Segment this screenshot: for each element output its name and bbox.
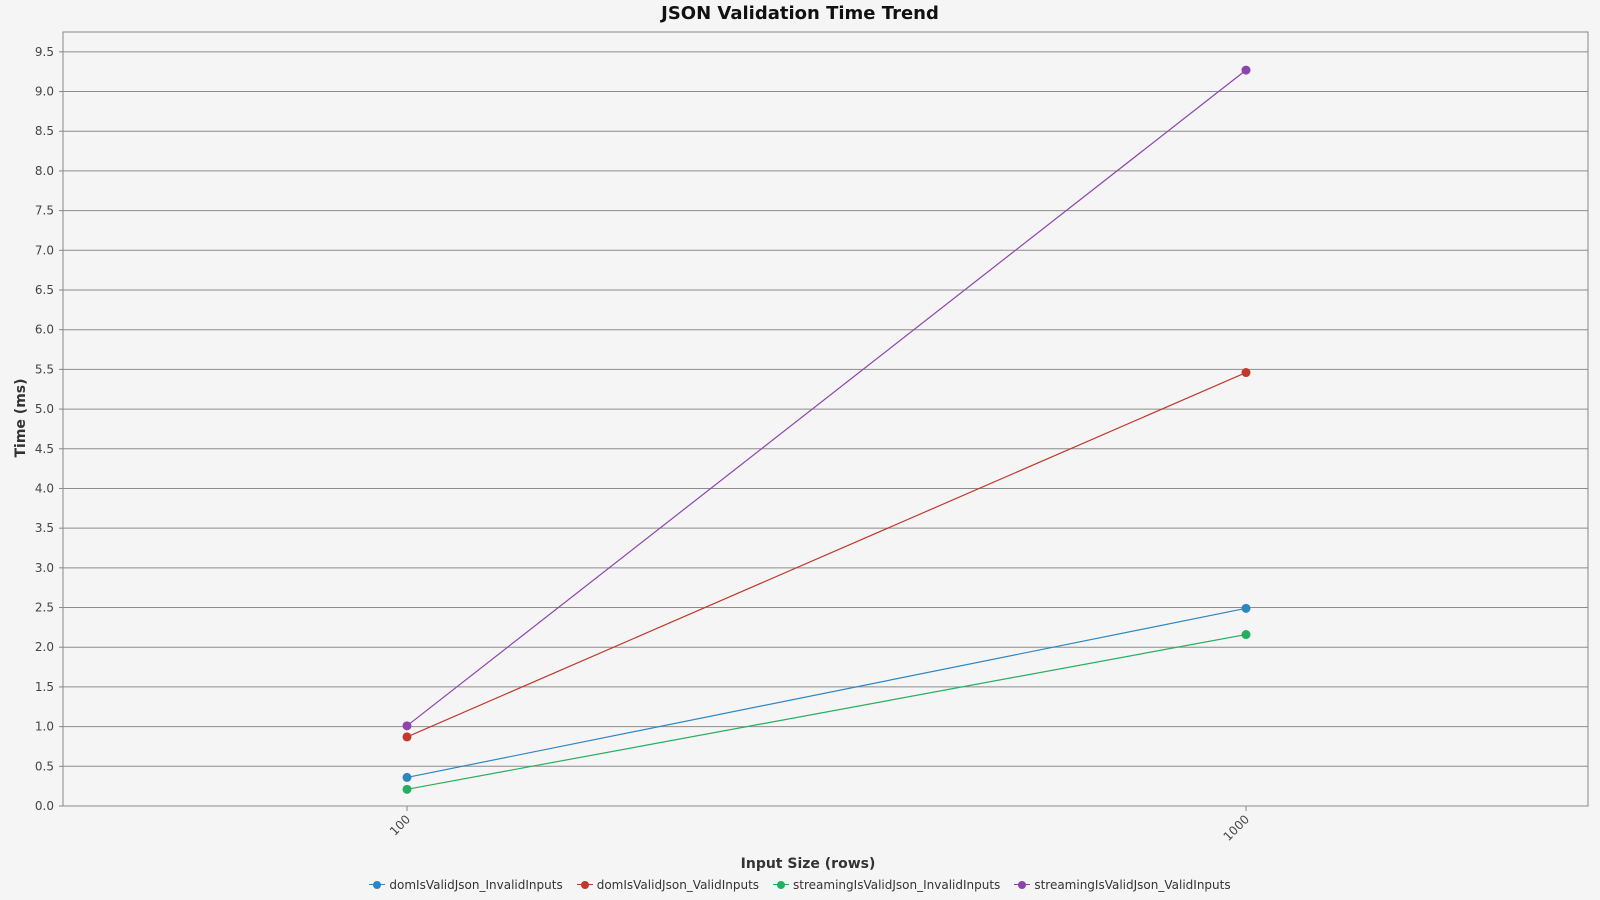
y-tick-label: 7.0 [35, 243, 54, 257]
x-axis-label: Input Size (rows) [741, 856, 876, 872]
data-point[interactable] [402, 721, 412, 731]
legend-marker-icon [773, 880, 790, 890]
legend-label: domIsValidJson_ValidInputs [596, 878, 760, 892]
data-point[interactable] [1241, 630, 1251, 640]
y-tick-label: 6.0 [35, 323, 54, 337]
legend-item[interactable]: streamingIsValidJson_InvalidInputs [773, 878, 1000, 892]
legend-item[interactable]: streamingIsValidJson_ValidInputs [1014, 878, 1231, 892]
y-tick-label: 3.0 [35, 561, 54, 575]
y-tick-label: 9.5 [35, 45, 54, 59]
legend-label: streamingIsValidJson_InvalidInputs [793, 878, 1001, 892]
y-tick-label: 4.0 [35, 481, 54, 495]
y-tick-label: 2.5 [35, 601, 54, 615]
x-axis-ticks: 100 1000 [387, 806, 1252, 844]
y-tick-label: 1.5 [35, 680, 54, 694]
data-point[interactable] [402, 784, 412, 794]
legend-item[interactable]: domIsValidJson_ValidInputs [576, 878, 760, 892]
y-tick-label: 6.5 [35, 283, 54, 297]
series-line [406, 607, 1247, 779]
series-streamingIsValidJson_InvalidInputs [402, 630, 1251, 794]
legend-marker-icon [1014, 880, 1031, 890]
plot-area [62, 31, 1589, 807]
series-streamingIsValidJson_ValidInputs [402, 65, 1251, 731]
legend: domIsValidJson_InvalidInputs domIsValidJs… [0, 878, 1600, 892]
data-point[interactable] [1241, 603, 1251, 613]
legend-label: domIsValidJson_InvalidInputs [389, 878, 563, 892]
y-tick-label: 8.0 [35, 164, 54, 178]
data-point[interactable] [402, 732, 412, 742]
legend-marker-icon [576, 880, 593, 890]
x-tick-label: 1000 [1221, 812, 1252, 843]
y-tick-label: 5.5 [35, 362, 54, 376]
series-line [406, 633, 1247, 790]
data-point[interactable] [1241, 368, 1251, 378]
legend-label: streamingIsValidJson_ValidInputs [1034, 878, 1231, 892]
legend-item[interactable]: domIsValidJson_InvalidInputs [369, 878, 563, 892]
grid-lines [63, 51, 1588, 807]
y-tick-label: 2.0 [35, 640, 54, 654]
y-tick-label: 0.0 [35, 799, 54, 813]
y-axis-ticks: 0.0 0.5 1.0 1.5 2.0 2.5 3.0 3.5 4.0 4.5 5.0 5.5 6.0 6… [35, 45, 63, 813]
data-point[interactable] [402, 772, 412, 782]
y-tick-label: 3.5 [35, 521, 54, 535]
series-line [406, 372, 1247, 738]
legend-marker-icon [369, 880, 386, 890]
y-tick-label: 8.5 [35, 124, 54, 138]
y-tick-label: 1.0 [35, 720, 54, 734]
y-axis-label: Time (ms) [13, 378, 29, 457]
y-tick-label: 0.5 [35, 759, 54, 773]
series-line [406, 69, 1247, 727]
y-tick-label: 7.5 [35, 204, 54, 218]
chart-title: JSON Validation Time Trend [659, 3, 939, 24]
data-point[interactable] [1241, 65, 1251, 75]
y-tick-label: 9.0 [35, 85, 54, 99]
y-tick-label: 5.0 [35, 402, 54, 416]
series-domIsValidJson_ValidInputs [402, 368, 1251, 742]
x-tick-label: 100 [387, 812, 413, 838]
series-layer [402, 65, 1251, 794]
series-domIsValidJson_InvalidInputs [402, 603, 1251, 782]
y-tick-label: 4.5 [35, 442, 54, 456]
